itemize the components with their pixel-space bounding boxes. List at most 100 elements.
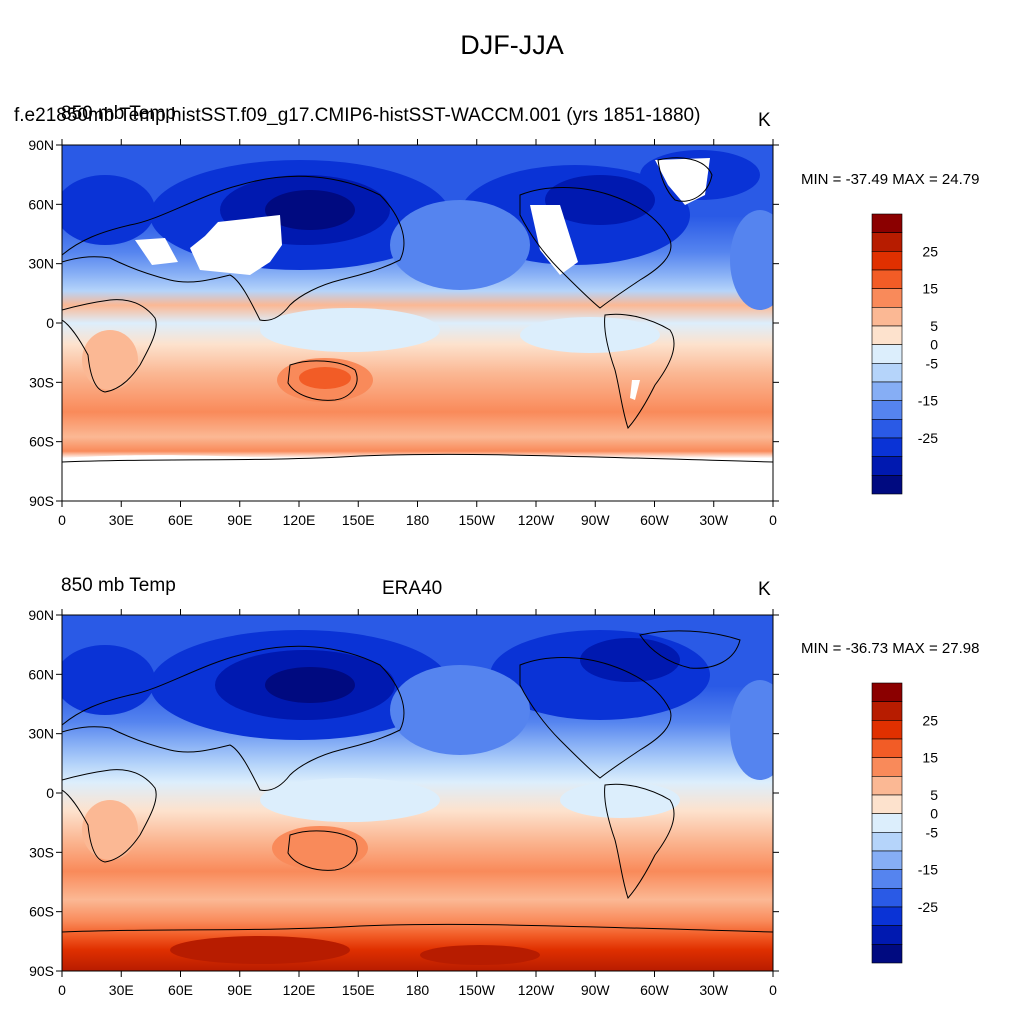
panel1-lon-tick-label: 90W xyxy=(581,512,611,528)
panel2-colorbar-swatch xyxy=(871,813,903,833)
panel2-axis-ticks: 0 30E 60E 90E 120E 150E 180 150W 120W 90W 60W 30W 09… xyxy=(28,607,779,998)
panel2-lat-tick-label: 30S xyxy=(29,844,54,860)
panel2-colorbar-swatch xyxy=(871,888,903,908)
panel1-colorbar-label: 5 xyxy=(930,318,938,334)
panel1-lat-tick-label: 30S xyxy=(29,374,54,390)
panel2-field-anomalies xyxy=(62,630,773,965)
panel1-colorbar-label: 25 xyxy=(922,243,938,259)
panel2-lon-tick-label: 30E xyxy=(109,982,134,998)
panel1-colorbar-swatch xyxy=(871,456,903,476)
panel2-colorbar-swatch xyxy=(871,794,903,814)
panel2-lon-tick-label: 90E xyxy=(227,982,252,998)
panel1-colorbar-swatch xyxy=(871,400,903,420)
panel2-colorbar-swatch xyxy=(871,720,903,740)
panel2-lon-tick-label: 180 xyxy=(406,982,430,998)
panel1-units-label: K xyxy=(758,110,771,131)
panel2-colorbar-swatch xyxy=(871,701,903,721)
panel1-lon-tick-label: 0 xyxy=(769,512,777,528)
panel1-lat-tick-label: 0 xyxy=(46,315,54,331)
panel2-lat-tick-label: 60N xyxy=(28,666,54,682)
panel1-lon-tick-label: 30W xyxy=(699,512,729,528)
panel2-lat-tick-label: 0 xyxy=(46,785,54,801)
panel1-lat-tick-label: 90N xyxy=(28,137,54,153)
panel2-lon-tick-label: 0 xyxy=(58,982,66,998)
panel2-colorbar-swatch xyxy=(871,832,903,852)
panel1-lon-tick-label: 180 xyxy=(406,512,430,528)
panel2-colorbar: 25 15 5 0 -5 -15 -25 xyxy=(871,682,939,964)
panel1-colorbar-swatch xyxy=(871,381,903,401)
panel2-colorbar-swatch xyxy=(871,757,903,777)
panel2-lat-tick-label: 60S xyxy=(29,904,54,920)
panel2-colorbar-swatch xyxy=(871,906,903,926)
panel2-lon-tick-label: 60W xyxy=(640,982,670,998)
panel2-colorbar-label: -15 xyxy=(918,862,938,878)
panel2-lon-tick-label: 150W xyxy=(458,982,495,998)
panel1-lat-tick-label: 60S xyxy=(29,434,54,450)
panel1-colorbar-swatch xyxy=(871,437,903,457)
panel2-minmax: MIN = -36.73 MAX = 27.98 xyxy=(801,640,980,657)
panel2-colorbar-swatch xyxy=(871,738,903,758)
panel2-lon-tick-label: 120W xyxy=(518,982,555,998)
panel1-colorbar-swatch xyxy=(871,325,903,345)
panel1-lon-tick-label: 60W xyxy=(640,512,670,528)
panel1-center-label: f.e21850mb Temp histSST.f09_g17.CMIP6-hi… xyxy=(14,105,700,127)
panel2-lat-tick-label: 30N xyxy=(28,726,54,742)
panel2-coastlines xyxy=(62,630,773,933)
panel1-left-label: 850 mb Temp xyxy=(61,103,176,124)
panel1-axis-ticks: 0 30E 60E 90E 120E 150E 180 150W 120W 90W 60W 30W 09… xyxy=(28,137,779,528)
panel1-lon-tick-label: 30E xyxy=(109,512,134,528)
panel1-colorbar-label: -5 xyxy=(926,355,939,371)
panel1-lon-tick-label: 90E xyxy=(227,512,252,528)
panel1-colorbar-swatch xyxy=(871,288,903,308)
panel1-field-anomalies xyxy=(62,150,773,501)
panel2-center-label: ERA40 xyxy=(382,578,443,599)
panel2-colorbar-label: 25 xyxy=(922,712,938,728)
panel2-colorbar-swatch xyxy=(871,776,903,796)
panel1-colorbar-swatch xyxy=(871,269,903,289)
panel2-units-label: K xyxy=(758,579,771,600)
panel2-lon-tick-label: 150E xyxy=(342,982,375,998)
panel2-left-label: 850 mb Temp xyxy=(61,575,176,596)
panel2-lon-tick-label: 30W xyxy=(699,982,729,998)
panel1-colorbar-swatch xyxy=(871,232,903,252)
panel1-lon-tick-label: 150W xyxy=(458,512,495,528)
panel2-colorbar-swatch xyxy=(871,850,903,870)
panel2-lon-tick-label: 60E xyxy=(168,982,193,998)
panel2-colorbar-swatch xyxy=(871,869,903,889)
panel1-lon-tick-label: 120E xyxy=(283,512,316,528)
panel2-colorbar-label: 0 xyxy=(930,806,938,822)
panel1-colorbar-swatch xyxy=(871,419,903,439)
panel1-colorbar-label: -15 xyxy=(918,393,938,409)
panel1-colorbar-label: -25 xyxy=(918,430,938,446)
panel2-colorbar-label: 5 xyxy=(930,787,938,803)
panel1-minmax: MIN = -37.49 MAX = 24.79 xyxy=(801,171,980,188)
panel1-colorbar-swatch xyxy=(871,363,903,383)
panel2-colorbar-label: 15 xyxy=(922,750,938,766)
panel1-lon-tick-label: 150E xyxy=(342,512,375,528)
panel2-map xyxy=(62,615,773,971)
panel1-lon-tick-label: 60E xyxy=(168,512,193,528)
panel1-colorbar: 25 15 5 0 -5 -15 -25 xyxy=(871,213,939,495)
page-title: DJF-JJA xyxy=(460,30,564,60)
panel2-lon-tick-label: 120E xyxy=(283,982,316,998)
panel1-colorbar-swatch xyxy=(871,344,903,364)
panel1-colorbar-label: 15 xyxy=(922,281,938,297)
panel2-lon-tick-label: 90W xyxy=(581,982,611,998)
panel1-lat-tick-label: 30N xyxy=(28,256,54,272)
panel1-colorbar-swatch xyxy=(871,213,903,233)
panel2-lat-tick-label: 90N xyxy=(28,607,54,623)
panel2-lat-tick-label: 90S xyxy=(29,963,54,979)
panel1-case-label: f.e21850mb Temp histSST.f09_g17.CMIP6-hi… xyxy=(14,105,701,126)
panel1-lon-tick-label: 0 xyxy=(58,512,66,528)
panel1-colorbar-swatch xyxy=(871,251,903,271)
panel2-colorbar-swatch xyxy=(871,944,903,964)
panel1-lat-tick-label: 60N xyxy=(28,196,54,212)
panel2-colorbar-label: -25 xyxy=(918,899,938,915)
panel2-colorbar-label: -5 xyxy=(926,824,939,840)
panel1-map xyxy=(62,145,773,501)
panel2-colorbar-swatch xyxy=(871,682,903,702)
panel2-lon-tick-label: 0 xyxy=(769,982,777,998)
panel1-colorbar-label: 0 xyxy=(930,337,938,353)
panel1-colorbar-swatch xyxy=(871,475,903,495)
panel1-lat-tick-label: 90S xyxy=(29,493,54,509)
